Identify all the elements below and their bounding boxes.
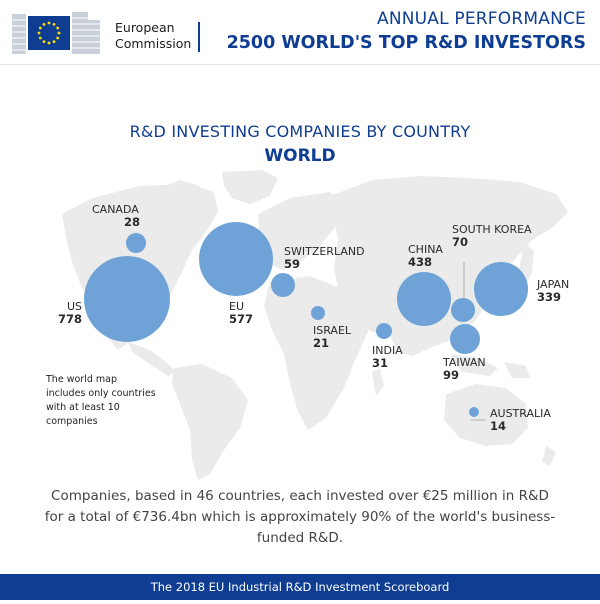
country-value: 59 [284, 257, 301, 271]
label-canada: CANADA 28 [92, 203, 140, 229]
building-logo-icon [12, 12, 100, 54]
footer-banner: The 2018 EU Industrial R&D Investment Sc… [0, 574, 600, 600]
country-name: US [66, 300, 82, 313]
bubble-india [376, 323, 392, 339]
country-value: 778 [58, 312, 83, 326]
label-australia: AUSTRALIA 14 [490, 407, 551, 433]
label-us: US 778 [58, 300, 82, 326]
european-commission-logo: European Commission [12, 6, 202, 58]
country-name: EU [229, 300, 245, 313]
bubble-china [397, 272, 451, 326]
eu-star-icon [56, 36, 60, 40]
org-line-1: European [115, 20, 175, 35]
header-title-line-2: 2500 WORLD'S TOP R&D INVESTORS [226, 33, 586, 53]
eu-star-icon [38, 36, 42, 40]
country-value: 21 [313, 336, 330, 350]
logo-text: European Commission [115, 20, 191, 52]
country-value: 577 [229, 312, 254, 326]
summary-text: Companies, based in 46 countries, each i… [44, 488, 556, 546]
country-name: TAIWAN [443, 356, 486, 369]
header-divider [0, 64, 600, 65]
label-israel: ISRAEL 21 [313, 324, 351, 350]
country-value: 14 [490, 419, 507, 433]
bubble-layer [84, 222, 528, 417]
map-note: The world map includes only countries wi… [46, 374, 156, 427]
eu-star-icon [57, 31, 61, 35]
country-value: 99 [443, 368, 460, 382]
label-taiwan: TAIWAN 99 [443, 356, 486, 382]
eu-star-icon [52, 40, 56, 44]
eu-star-icon [47, 41, 51, 45]
leader-lines [463, 262, 486, 421]
label-japan: JAPAN 339 [537, 278, 569, 304]
bubble-south-korea [451, 298, 475, 322]
page-subtitle: WORLD [264, 146, 336, 166]
label-south-korea: SOUTH KOREA 70 [452, 223, 532, 249]
eu-star-icon [52, 22, 56, 26]
label-eu: EU 577 [229, 300, 253, 326]
country-name: SOUTH KOREA [452, 223, 532, 236]
header-title-line-1: ANNUAL PERFORMANCE [376, 9, 586, 29]
eu-star-icon [38, 26, 42, 30]
country-name: JAPAN [537, 278, 570, 291]
country-name: AUSTRALIA [490, 407, 551, 420]
country-value: 339 [537, 290, 562, 304]
country-value: 438 [408, 255, 433, 269]
eu-star-icon [56, 26, 60, 30]
country-value: 31 [372, 356, 389, 370]
header-title-block: ANNUAL PERFORMANCE 2500 WORLD'S TOP R&D … [227, 8, 586, 56]
country-name: SWITZERLAND [284, 245, 365, 258]
eu-star-icon [42, 22, 46, 26]
country-value: 28 [123, 215, 140, 229]
label-india: INDIA 31 [372, 344, 403, 370]
country-name: CHINA [408, 243, 443, 256]
country-name: ISRAEL [313, 324, 352, 337]
label-switzerland: SWITZERLAND 59 [284, 245, 365, 271]
bubble-taiwan [450, 324, 480, 354]
bubble-switzerland [271, 273, 295, 297]
logo-divider [198, 22, 200, 52]
eu-star-icon [37, 31, 41, 35]
country-value: 70 [452, 235, 469, 249]
label-china: CHINA 438 [408, 243, 443, 269]
header: European Commission ANNUAL PERFORMANCE 2… [0, 0, 600, 64]
country-name: INDIA [372, 344, 403, 357]
country-name: CANADA [92, 203, 139, 216]
bubble-australia [469, 407, 479, 417]
eu-star-icon [42, 40, 46, 44]
bubble-israel [311, 306, 325, 320]
org-line-2: Commission [115, 36, 192, 51]
eu-star-icon [47, 21, 51, 25]
bubble-eu [199, 222, 273, 296]
bubble-canada [126, 233, 146, 253]
page-title: R&D INVESTING COMPANIES BY COUNTRY [129, 122, 471, 141]
bubble-japan [474, 262, 528, 316]
bubble-us [84, 256, 170, 342]
